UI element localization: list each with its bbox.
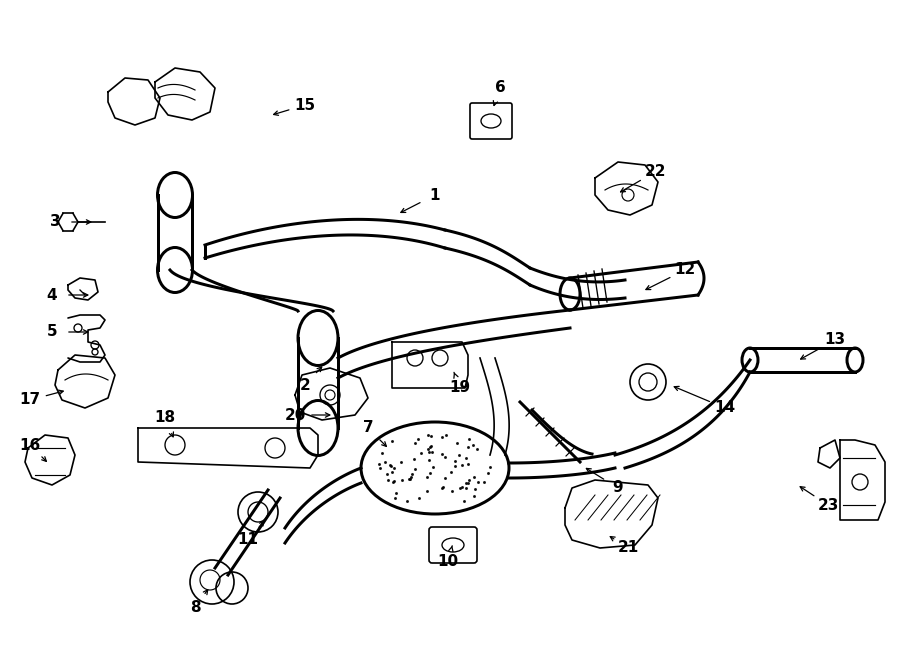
Text: 4: 4 [47, 288, 58, 303]
Text: 23: 23 [817, 498, 839, 512]
Text: 8: 8 [190, 600, 201, 615]
Text: 15: 15 [294, 98, 316, 112]
Text: 9: 9 [613, 481, 624, 496]
Text: 19: 19 [449, 381, 471, 395]
Text: 1: 1 [430, 188, 440, 202]
Text: 18: 18 [155, 410, 176, 426]
Text: 14: 14 [715, 401, 735, 416]
Text: 13: 13 [824, 332, 846, 348]
Text: 21: 21 [617, 541, 639, 555]
Text: 16: 16 [20, 438, 40, 453]
Text: 12: 12 [674, 262, 696, 278]
Text: 11: 11 [238, 533, 258, 547]
Text: 2: 2 [300, 377, 310, 393]
Text: 20: 20 [284, 407, 306, 422]
FancyBboxPatch shape [429, 527, 477, 563]
Text: 3: 3 [50, 215, 60, 229]
FancyBboxPatch shape [470, 103, 512, 139]
Text: 10: 10 [437, 555, 459, 570]
Text: 5: 5 [47, 325, 58, 340]
Text: 22: 22 [644, 165, 666, 180]
Text: 17: 17 [20, 393, 40, 407]
Text: 7: 7 [363, 420, 374, 436]
Text: 6: 6 [495, 81, 506, 95]
